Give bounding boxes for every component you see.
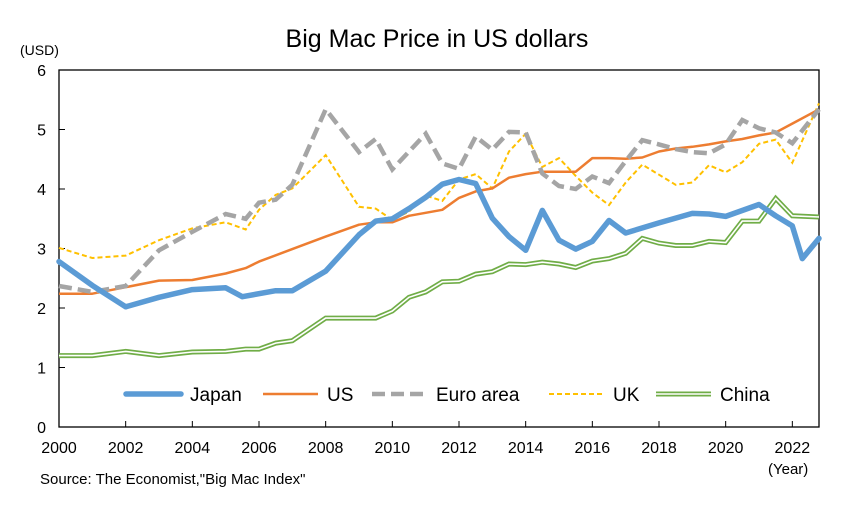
series-line-uk	[58, 102, 820, 260]
chart-title: Big Mac Price in US dollars	[286, 25, 589, 53]
legend-label-euro-area: Euro area	[436, 385, 520, 406]
x-tick-label: 2002	[108, 440, 144, 457]
plot-area: 0 1 2 3 4 5 6 2000 2002 2004 2006 2008 2010 2012 2014…	[37, 63, 822, 457]
x-tick-label: 2020	[708, 440, 744, 457]
series-line-japan	[56, 176, 822, 310]
y-tick-label: 3	[37, 242, 46, 259]
y-tick-label: 2	[37, 301, 46, 318]
legend-label-us: US	[327, 385, 353, 406]
x-tick-label: 2018	[641, 440, 677, 457]
x-tick-label: 2008	[308, 440, 344, 457]
x-tick-label: 2012	[441, 440, 477, 457]
x-axis-unit-label: (Year)	[768, 461, 808, 478]
x-tick-label: 2016	[575, 440, 611, 457]
y-axis-unit-label: (USD)	[20, 42, 59, 58]
x-tick-label: 2014	[508, 440, 544, 457]
plot-frame	[58, 69, 820, 428]
x-tick-label: 2022	[775, 440, 811, 457]
x-tick-label: 2010	[375, 440, 411, 457]
legend-label-uk: UK	[613, 385, 640, 406]
legend: Japan US Euro area UK China	[123, 385, 770, 406]
x-axis-ticks: 2000 2002 2004 2006 2008 2010 2012 2014 2016 2018…	[41, 421, 810, 457]
legend-label-japan: Japan	[190, 385, 242, 406]
y-tick-label: 6	[37, 63, 46, 80]
series-line-us	[59, 108, 820, 295]
series-lines	[56, 102, 822, 359]
series-line-china-inner	[59, 197, 820, 357]
y-tick-label: 1	[37, 361, 46, 378]
source-note: Source: The Economist,"Big Mac Index"	[40, 471, 306, 488]
y-tick-label: 5	[37, 123, 46, 140]
y-tick-label: 4	[37, 182, 46, 199]
x-tick-label: 2000	[41, 440, 77, 457]
x-tick-label: 2004	[175, 440, 211, 457]
series-line-euro-area	[58, 104, 821, 295]
legend-label-china: China	[720, 385, 770, 406]
y-axis-ticks: 0 1 2 3 4 5 6	[37, 63, 65, 437]
series-line-china	[59, 194, 820, 359]
y-tick-label: 0	[37, 420, 46, 437]
x-tick-label: 2006	[241, 440, 277, 457]
